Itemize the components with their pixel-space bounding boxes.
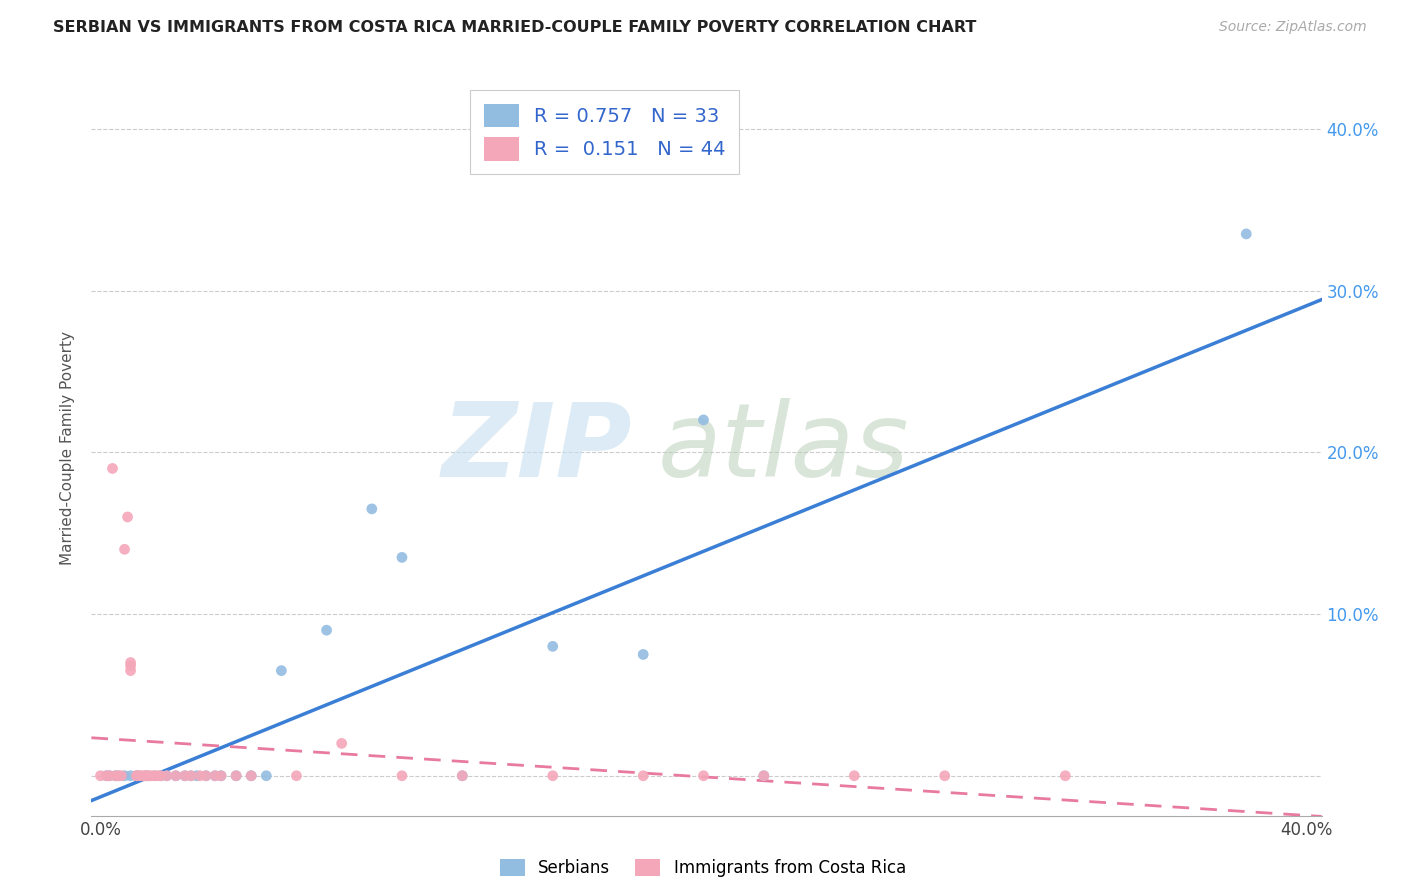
Point [98,769,121,783]
Point [98,769,121,783]
Legend: Serbians, Immigrants from Costa Rica: Serbians, Immigrants from Costa Rica [494,852,912,884]
Point [104,769,127,783]
Point [391,769,413,783]
Point [270,664,292,678]
Point [128,769,150,783]
Point [89,769,111,783]
Point [188,769,211,783]
Point [752,769,775,783]
Point [138,769,160,783]
Point [180,769,202,783]
Point [240,769,263,783]
Point [240,769,263,783]
Point [209,769,232,783]
Legend: R = 0.757   N = 33, R =  0.151   N = 44: R = 0.757 N = 33, R = 0.151 N = 44 [470,90,740,175]
Point [451,769,474,783]
Point [101,461,124,475]
Point [107,769,129,783]
Point [120,664,142,678]
Point [1054,769,1077,783]
Point [165,769,187,783]
Point [451,769,474,783]
Point [1234,227,1257,241]
Point [194,769,217,783]
Point [146,769,169,783]
Point [156,769,179,783]
Point [225,769,247,783]
Point [110,769,132,783]
Point [96,769,118,783]
Point [141,769,163,783]
Point [128,769,150,783]
Point [135,769,157,783]
Point [149,769,172,783]
Point [117,510,139,524]
Text: Source: ZipAtlas.com: Source: ZipAtlas.com [1219,20,1367,34]
Point [225,769,247,783]
Point [844,769,866,783]
Point [315,623,337,637]
Point [204,769,226,783]
Point [120,658,142,673]
Point [173,769,195,783]
Point [391,550,413,565]
Point [135,769,157,783]
Point [631,648,654,662]
Point [149,769,172,783]
Y-axis label: Married-Couple Family Poverty: Married-Couple Family Poverty [60,331,76,566]
Point [330,736,353,750]
Point [360,501,382,516]
Text: atlas: atlas [657,398,908,499]
Point [143,769,166,783]
Point [165,769,187,783]
Point [285,769,308,783]
Point [104,769,127,783]
Point [180,769,202,783]
Point [692,413,714,427]
Text: SERBIAN VS IMMIGRANTS FROM COSTA RICA MARRIED-COUPLE FAMILY POVERTY CORRELATION : SERBIAN VS IMMIGRANTS FROM COSTA RICA MA… [53,20,977,35]
Point [173,769,195,783]
Text: ZIP: ZIP [441,398,633,499]
Point [114,542,136,557]
Point [135,769,157,783]
Point [254,769,277,783]
Point [120,656,142,670]
Point [114,769,136,783]
Point [204,769,226,783]
Point [107,769,129,783]
Point [125,769,148,783]
Point [194,769,217,783]
Point [692,769,714,783]
Point [209,769,232,783]
Point [631,769,654,783]
Point [131,769,153,783]
Point [541,769,564,783]
Point [125,769,148,783]
Point [934,769,956,783]
Point [96,769,118,783]
Point [541,640,564,654]
Point [186,769,208,783]
Point [752,769,775,783]
Point [125,769,148,783]
Point [143,769,166,783]
Point [156,769,179,783]
Point [138,769,160,783]
Point [120,769,142,783]
